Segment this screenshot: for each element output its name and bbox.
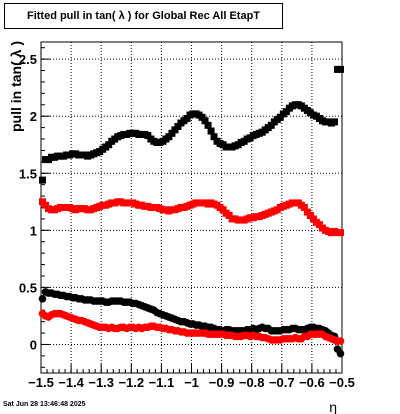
data-point (204, 121, 212, 129)
series-4 (38, 309, 345, 345)
x-tick-label: −0.9 (209, 375, 235, 390)
chart-title: Fitted pull in tan( λ ) for Global Rec A… (26, 10, 261, 22)
data-point (210, 133, 218, 141)
x-tick-label: −0.8 (239, 375, 265, 390)
x-tick-label: −1.2 (118, 375, 144, 390)
x-tick-labels: −1.5 −1.4 −1.3 −1.2 −1.1 −1 −0.9 −0.8 −0.7 −0.6 −0… (28, 375, 355, 390)
series-1 (39, 65, 344, 184)
y-tick-label: 2.5 (19, 52, 37, 67)
x-tick-label: −1.5 (28, 375, 54, 390)
chart-title-box: Fitted pull in tan( λ ) for Global Rec A… (4, 3, 283, 29)
series-3 (38, 288, 345, 358)
y-tick-label: 0 (30, 337, 37, 352)
data-point (336, 65, 344, 73)
series-2 (39, 198, 344, 237)
data-point (300, 204, 308, 211)
data-point (336, 349, 345, 358)
x-tick-label: −1 (184, 375, 199, 390)
data-point (39, 176, 47, 184)
x-tick-label: −1.1 (149, 375, 175, 390)
data-point (38, 295, 47, 303)
y-axis-label: pull in tan( λ ) (8, 41, 24, 132)
data-point (336, 229, 344, 237)
y-tick-labels: 0 0.5 1 1.5 2 2.5 (19, 52, 37, 352)
x-tick-label: −0.7 (269, 375, 295, 390)
data-point (330, 118, 338, 126)
timestamp: Sat Jun 28 13:46:48 2025 (3, 401, 86, 408)
x-axis-label: η (329, 399, 337, 414)
data-point (207, 127, 215, 135)
data-point (336, 337, 345, 345)
y-tick-label: 0.5 (19, 280, 37, 295)
x-tick-label: −1.4 (58, 375, 84, 390)
data-point (201, 117, 209, 125)
x-tick-label: −0.6 (299, 375, 325, 390)
axis-ticks (40, 47, 343, 373)
y-tick-label: 1 (30, 223, 37, 238)
y-tick-label: 1.5 (19, 166, 37, 181)
x-tick-label: −1.3 (88, 375, 114, 390)
data-series (38, 65, 345, 358)
x-tick-label: −0.5 (329, 375, 355, 390)
y-tick-label: 2 (30, 109, 37, 124)
